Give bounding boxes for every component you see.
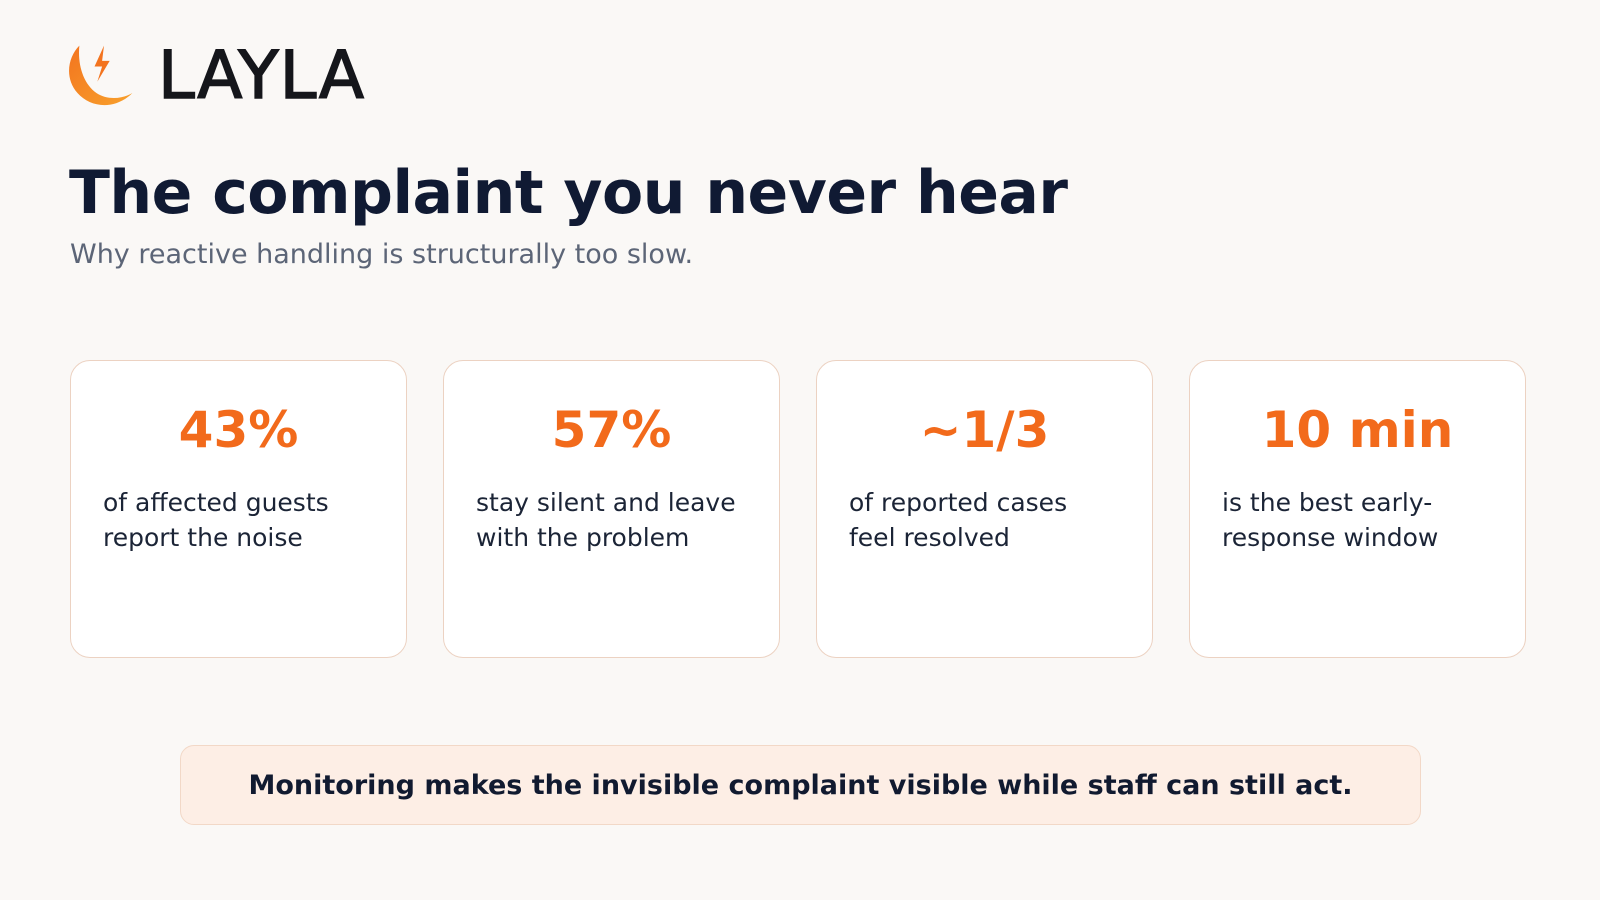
brand-name: LAYLA <box>157 37 366 114</box>
stat-value: 10 min <box>1261 401 1454 459</box>
stat-description: of affected guests report the noise <box>103 488 329 552</box>
stat-cards: 43% of affected guests report the noise … <box>70 360 1526 658</box>
stat-description: stay silent and leave with the problem <box>476 488 736 552</box>
page-title: The complaint you never hear <box>69 158 1068 228</box>
stat-value: 57% <box>551 401 672 459</box>
page-subtitle: Why reactive handling is structurally to… <box>70 239 694 270</box>
stat-description: is the best early-response window <box>1222 488 1439 552</box>
callout-box: Monitoring makes the invisible complaint… <box>180 745 1421 825</box>
stat-value: 43% <box>178 401 299 459</box>
stat-card: ~1/3 of reported cases feel resolved <box>816 360 1153 658</box>
stat-description: of reported cases feel resolved <box>849 488 1068 552</box>
crescent-lightning-icon <box>69 45 133 106</box>
stat-value: ~1/3 <box>919 401 1050 459</box>
stat-card: 43% of affected guests report the noise <box>70 360 407 658</box>
callout-text: Monitoring makes the invisible complaint… <box>248 769 1353 801</box>
stat-card: 10 min is the best early-response window <box>1189 360 1526 658</box>
stat-card: 57% stay silent and leave with the probl… <box>443 360 780 658</box>
brand-logo: LAYLA <box>66 40 365 112</box>
